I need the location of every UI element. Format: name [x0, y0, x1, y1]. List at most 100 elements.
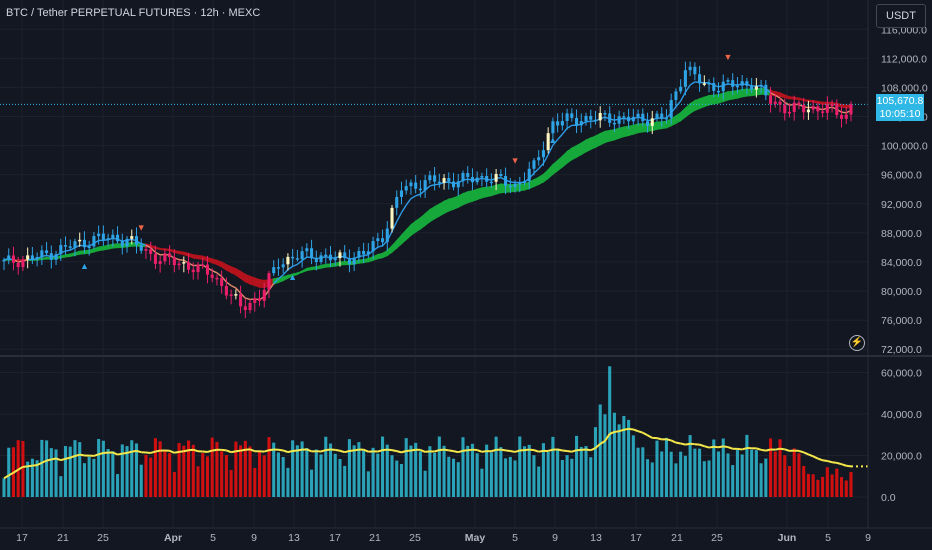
volume-bar	[111, 451, 115, 497]
candle-body	[683, 70, 687, 87]
volume-bar	[721, 438, 725, 497]
volume-bar	[73, 440, 77, 497]
volume-ma-segment	[827, 459, 833, 464]
volume-ma-segment	[723, 445, 729, 449]
volume-ma-segment	[434, 449, 440, 453]
candle-body	[134, 236, 139, 245]
symbol-title[interactable]: BTC / Tether PERPETUAL FUTURES · 12h · M…	[6, 7, 261, 19]
volume-ma-segment	[533, 449, 540, 453]
candle-body	[560, 120, 564, 126]
candle-body	[257, 298, 262, 301]
candle-body	[21, 259, 25, 268]
volume-bar	[262, 455, 266, 497]
volume-ma-segment	[212, 448, 218, 452]
candle-body	[239, 294, 243, 307]
volume-ma-segment	[765, 448, 771, 452]
candle-body	[565, 113, 569, 121]
volume-bar	[480, 468, 484, 497]
candle-body	[541, 150, 545, 158]
candle-body	[149, 249, 153, 255]
fast-ma-segment	[363, 253, 369, 257]
volume-ma-segment	[609, 431, 615, 435]
volume-bar	[267, 437, 271, 497]
fast-ma-segment	[103, 238, 109, 241]
volume-bar	[92, 458, 96, 497]
volume-ma-segment	[363, 448, 369, 453]
candle-body	[816, 106, 820, 112]
volume-ma-segment	[325, 448, 331, 452]
fast-ma-segment	[282, 269, 289, 276]
buy-signal-marker: ▲	[288, 272, 297, 282]
volume-ma-segment	[178, 450, 184, 453]
candle-body	[362, 250, 366, 255]
volume-ma-segment	[12, 468, 19, 474]
volume-bar	[224, 455, 228, 497]
volume-bar	[522, 446, 527, 497]
volume-bar	[59, 476, 63, 497]
volume-bar	[669, 451, 673, 497]
volume-bar	[835, 468, 839, 497]
currency-button[interactable]: USDT	[876, 4, 926, 28]
candle-body	[59, 245, 63, 255]
volume-ma-segment	[457, 449, 464, 454]
volume-ma-segment	[841, 463, 847, 467]
trend-band	[0, 81, 868, 301]
volume-ma-segment	[46, 458, 52, 462]
candle-body	[726, 80, 730, 82]
fast-ma-segment	[434, 183, 440, 186]
volume-bar	[149, 457, 153, 497]
volume-bar	[764, 458, 768, 497]
candle-body	[759, 84, 763, 87]
candle-body	[674, 91, 678, 100]
volume-bar	[357, 442, 361, 497]
volume-ma-segment	[382, 448, 388, 452]
candle-body	[499, 173, 503, 177]
candle-body	[811, 106, 815, 110]
time-tick-label: 25	[711, 532, 723, 544]
candle-body	[475, 177, 479, 183]
candle-body	[593, 119, 598, 122]
volume-ma-segment	[599, 440, 606, 445]
volume-moving-average	[3, 427, 868, 480]
volume-bar	[139, 464, 143, 497]
lightning-icon[interactable]: ⚡	[849, 335, 865, 351]
candle-body	[381, 238, 385, 243]
signal-markers: ▼ ▲ ▲ ▼ ▲ ▼	[80, 52, 732, 282]
volume-ma-segment	[571, 449, 577, 453]
fast-ma-segment	[533, 168, 540, 174]
volume-bar	[201, 453, 205, 497]
fast-ma-segment	[150, 247, 156, 253]
volume-bar	[645, 459, 650, 497]
volume-bar	[257, 451, 262, 497]
candle-body	[617, 116, 621, 124]
candle-body	[821, 111, 825, 113]
time-tick-label: 9	[251, 532, 257, 544]
volume-bar	[759, 463, 763, 497]
candle-body	[735, 85, 739, 88]
candlestick-series	[2, 61, 853, 319]
candle-body	[68, 246, 72, 248]
volume-bar	[177, 442, 181, 497]
volume-ma-segment	[727, 446, 734, 450]
time-tick-label: 25	[409, 532, 421, 544]
candle-body	[754, 86, 758, 90]
volume-ma-segment	[704, 445, 710, 449]
volume-bar	[310, 469, 314, 497]
candle-body	[229, 294, 233, 297]
fast-ma-segment	[561, 127, 568, 135]
candle-body	[78, 239, 82, 242]
volume-ma-segment	[623, 427, 629, 431]
time-tick-label: 21	[671, 532, 683, 544]
candle-body	[456, 181, 460, 188]
volume-bar	[844, 480, 848, 497]
volume-bar	[205, 456, 210, 497]
volume-bar	[243, 440, 247, 497]
fast-ma-segment	[774, 94, 781, 99]
fast-ma-segment	[410, 195, 417, 200]
candle-body	[404, 186, 408, 191]
volume-bar	[82, 463, 86, 497]
volume-bar	[584, 446, 588, 497]
candle-body	[390, 207, 394, 229]
time-tick-label: 17	[329, 532, 341, 544]
